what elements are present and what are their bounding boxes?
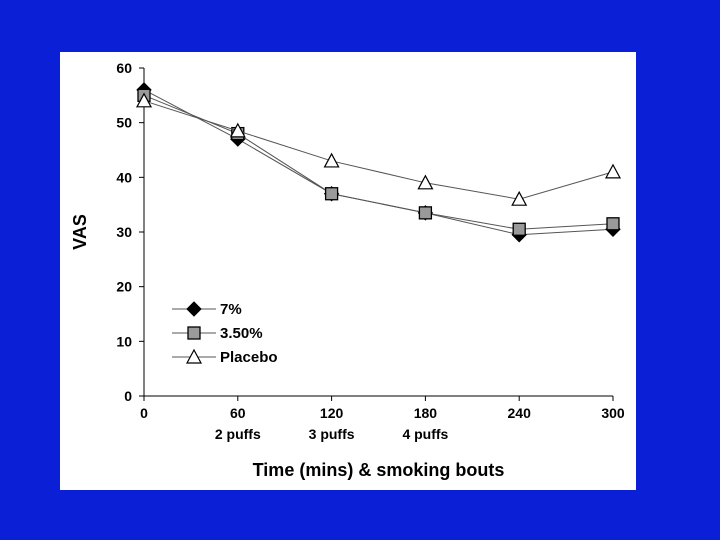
y-axis-title: VAS [70,214,90,250]
x-tick-label: 180 [414,405,438,421]
data-point [417,174,434,190]
series-layer [135,82,622,243]
x-tick-label: 300 [601,405,625,421]
legend-marker [186,301,202,317]
series-1 [137,88,620,236]
axes [143,68,613,397]
y-axis-ticks: 0 10 20 30 40 50 60 [116,60,144,404]
x-tick-sublabel: 4 puffs [402,426,448,442]
data-point [323,152,340,168]
y-tick-label: 0 [124,388,132,404]
vas-line-chart: 0 10 20 30 40 50 60 0 60 2 puffs 120 3 puffs 180 4 p… [70,60,625,480]
chart-panel: 0 10 20 30 40 50 60 0 60 2 puffs 120 3 puffs 180 4 p… [60,52,636,490]
x-tick-sublabel: 2 puffs [215,426,261,442]
data-point [606,217,620,231]
x-tick-label: 120 [320,405,344,421]
series-line [143,100,614,200]
legend-label: 7% [220,301,242,318]
legend: 7% 3.50% Placebo [172,301,278,366]
x-tick-label: 0 [140,405,148,421]
y-tick-label: 60 [116,60,132,76]
y-tick-label: 50 [116,115,132,131]
data-point [512,222,526,236]
series-2 [135,92,622,206]
series-line [143,89,614,236]
data-point [511,190,528,206]
y-tick-label: 10 [116,333,132,349]
x-tick-label: 240 [508,405,532,421]
legend-marker [187,326,201,340]
data-point [324,187,339,201]
data-point [135,92,153,108]
x-axis-ticks: 0 60 2 puffs 120 3 puffs 180 4 puffs 240 300 [140,396,625,442]
series-0 [136,82,621,243]
legend-item: 7% [172,301,242,318]
legend-item: Placebo [172,348,278,366]
x-tick-label: 60 [230,405,246,421]
x-tick-sublabel: 3 puffs [309,426,355,442]
legend-marker [185,348,203,364]
series-line [143,94,614,230]
data-point [229,122,246,138]
y-tick-label: 20 [116,279,132,295]
legend-label: Placebo [220,349,278,366]
x-axis-title: Time (mins) & smoking bouts [253,460,505,480]
legend-item: 3.50% [172,325,263,342]
y-tick-label: 40 [116,169,132,185]
data-point [418,206,433,220]
y-tick-label: 30 [116,224,132,240]
legend-label: 3.50% [220,325,263,342]
data-point [604,163,622,179]
